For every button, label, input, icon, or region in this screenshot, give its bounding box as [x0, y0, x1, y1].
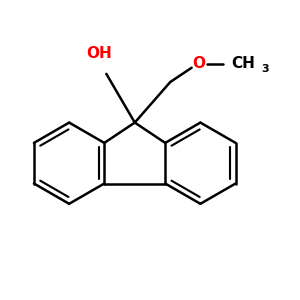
- Text: 3: 3: [262, 64, 269, 74]
- Text: O: O: [192, 56, 205, 71]
- Text: CH: CH: [231, 56, 255, 71]
- Text: OH: OH: [86, 46, 112, 61]
